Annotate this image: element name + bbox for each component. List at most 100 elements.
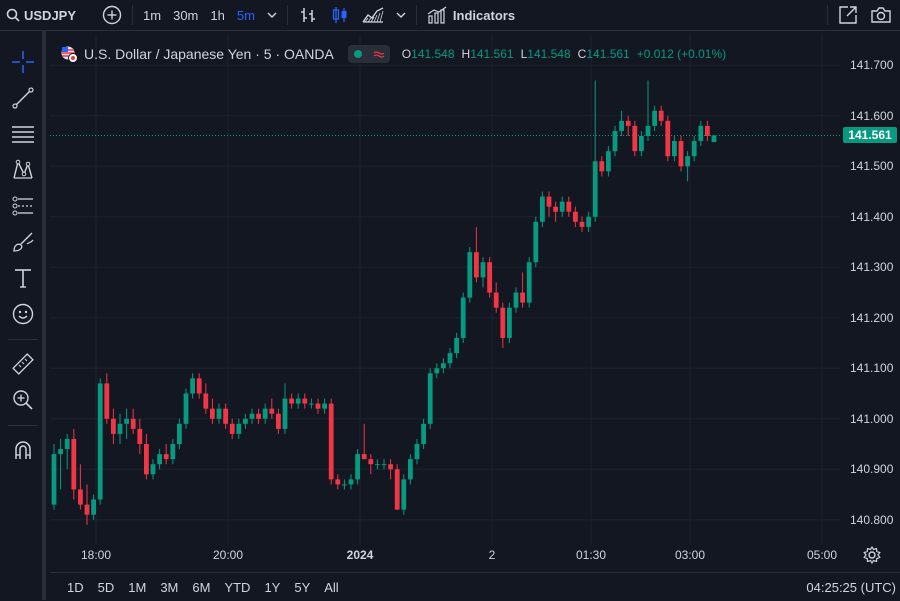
candle-body xyxy=(97,383,103,500)
compare-symbol-button[interactable] xyxy=(96,0,128,30)
symbol-search[interactable]: USDJPY xyxy=(0,0,82,30)
candle-body xyxy=(394,469,400,510)
candle-body xyxy=(454,337,459,354)
candle-body xyxy=(64,438,70,450)
candle-body xyxy=(190,378,195,394)
candle-body xyxy=(533,221,539,263)
candle-body xyxy=(639,135,644,152)
candle-body xyxy=(137,428,143,445)
trend-line-icon xyxy=(12,87,34,109)
candles-icon xyxy=(332,7,347,23)
text-tool[interactable] xyxy=(8,263,38,293)
price-tick: 141.300 xyxy=(850,260,894,275)
candle-body xyxy=(408,459,413,480)
measure-tool[interactable] xyxy=(8,349,38,379)
time-tick: 20:00 xyxy=(212,548,244,562)
close-label: C xyxy=(577,47,587,61)
magnet-icon xyxy=(15,441,31,459)
candle-body xyxy=(328,403,334,480)
indicators-label: Indicators xyxy=(452,7,516,23)
candle-body xyxy=(507,307,512,338)
grid-lines xyxy=(50,35,840,545)
trend-line-tool[interactable] xyxy=(8,83,38,113)
time-tick: 05:00 xyxy=(806,548,838,562)
pattern-tool[interactable] xyxy=(8,155,38,185)
range-1d[interactable]: 1D xyxy=(67,579,84,595)
candle-body xyxy=(612,130,618,152)
candle-body xyxy=(262,408,268,419)
candle-body xyxy=(606,151,611,172)
candle-body xyxy=(170,444,176,460)
candle-body xyxy=(705,125,710,136)
candle-body xyxy=(130,418,136,429)
range-1y[interactable]: 1Y xyxy=(264,579,281,595)
range-3m[interactable]: 3M xyxy=(160,579,179,595)
horizontal-lines-tool[interactable] xyxy=(8,119,38,149)
range-6m[interactable]: 6M xyxy=(192,579,211,595)
candle-body xyxy=(322,403,327,409)
candle-body xyxy=(460,297,466,338)
candle-body xyxy=(269,408,275,414)
interval-1h[interactable]: 1h xyxy=(210,7,225,23)
interval-1m[interactable]: 1m xyxy=(143,7,162,23)
us-flag-icon xyxy=(61,46,78,63)
candle-body xyxy=(388,464,393,470)
price-axis[interactable]: 141.700 141.600 141.500 141.400 141.300 … xyxy=(840,35,900,545)
zoom-in-tool[interactable] xyxy=(8,385,38,415)
emoji-tool[interactable] xyxy=(8,299,38,329)
candle-body xyxy=(493,292,499,308)
candle-body xyxy=(441,363,446,369)
utc-clock[interactable]: 04:25:25 (UTC) xyxy=(806,579,896,595)
candle-body xyxy=(698,125,704,142)
bar-chart-type-button[interactable] xyxy=(292,0,324,30)
candles-chart-type-button[interactable] xyxy=(324,0,356,30)
indicators-button[interactable]: Indicators xyxy=(421,0,521,30)
brush-tool[interactable] xyxy=(8,227,38,257)
top-toolbar: USDJPY 1m 30m 1h 5m Indicators xyxy=(0,0,900,31)
candle-body xyxy=(447,353,453,364)
ohlc-open: O141.548 xyxy=(402,47,455,61)
range-1m[interactable]: 1M xyxy=(128,579,147,595)
range-5y[interactable]: 5Y xyxy=(294,579,311,595)
toolbar-divider xyxy=(286,5,288,25)
crosshair-tool[interactable] xyxy=(8,47,38,77)
plus-circle-icon xyxy=(102,5,122,25)
market-status-badge[interactable] xyxy=(347,45,390,63)
candle-body xyxy=(480,262,486,278)
candle-body xyxy=(434,368,440,374)
pattern-icon xyxy=(13,159,33,179)
symbol-description: U.S. Dollar / Japanese Yen · 5 · OANDA xyxy=(84,46,334,62)
candle-body xyxy=(203,393,209,409)
projection-icon xyxy=(12,196,33,216)
toolbar-divider xyxy=(827,5,828,25)
candle-body xyxy=(513,292,519,308)
open-value: 141.548 xyxy=(411,47,455,61)
range-ytd[interactable]: YTD xyxy=(224,579,251,595)
chart-settings-button[interactable] xyxy=(862,545,882,565)
candle-body xyxy=(256,413,261,419)
chart-type-dropdown[interactable] xyxy=(390,0,412,30)
range-all[interactable]: All xyxy=(324,579,339,595)
candle-body xyxy=(295,398,301,404)
candle-body xyxy=(243,418,248,424)
time-axis[interactable]: 18:00 20:00 2024 2 01:30 03:00 05:00 xyxy=(50,545,840,567)
interval-5m[interactable]: 5m xyxy=(236,7,255,23)
candle-body xyxy=(625,120,631,126)
interval-30m[interactable]: 30m xyxy=(173,7,199,23)
low-value: 141.548 xyxy=(527,47,571,61)
price-tick: 141.500 xyxy=(850,159,894,174)
magnet-tool[interactable] xyxy=(8,435,38,465)
range-5d[interactable]: 5D xyxy=(97,579,115,595)
text-icon xyxy=(15,269,31,288)
candle-body xyxy=(685,156,690,167)
interval-dropdown[interactable] xyxy=(261,0,283,30)
projection-tool[interactable] xyxy=(8,191,38,221)
area-chart-type-button[interactable] xyxy=(356,0,390,30)
fullscreen-button[interactable] xyxy=(832,0,864,30)
candle-body xyxy=(71,438,77,490)
time-tick: 2 xyxy=(488,548,496,562)
candle-body xyxy=(546,196,552,207)
candlestick-chart[interactable] xyxy=(50,35,840,545)
toolbar-divider xyxy=(132,5,134,25)
snapshot-button[interactable] xyxy=(864,0,898,30)
